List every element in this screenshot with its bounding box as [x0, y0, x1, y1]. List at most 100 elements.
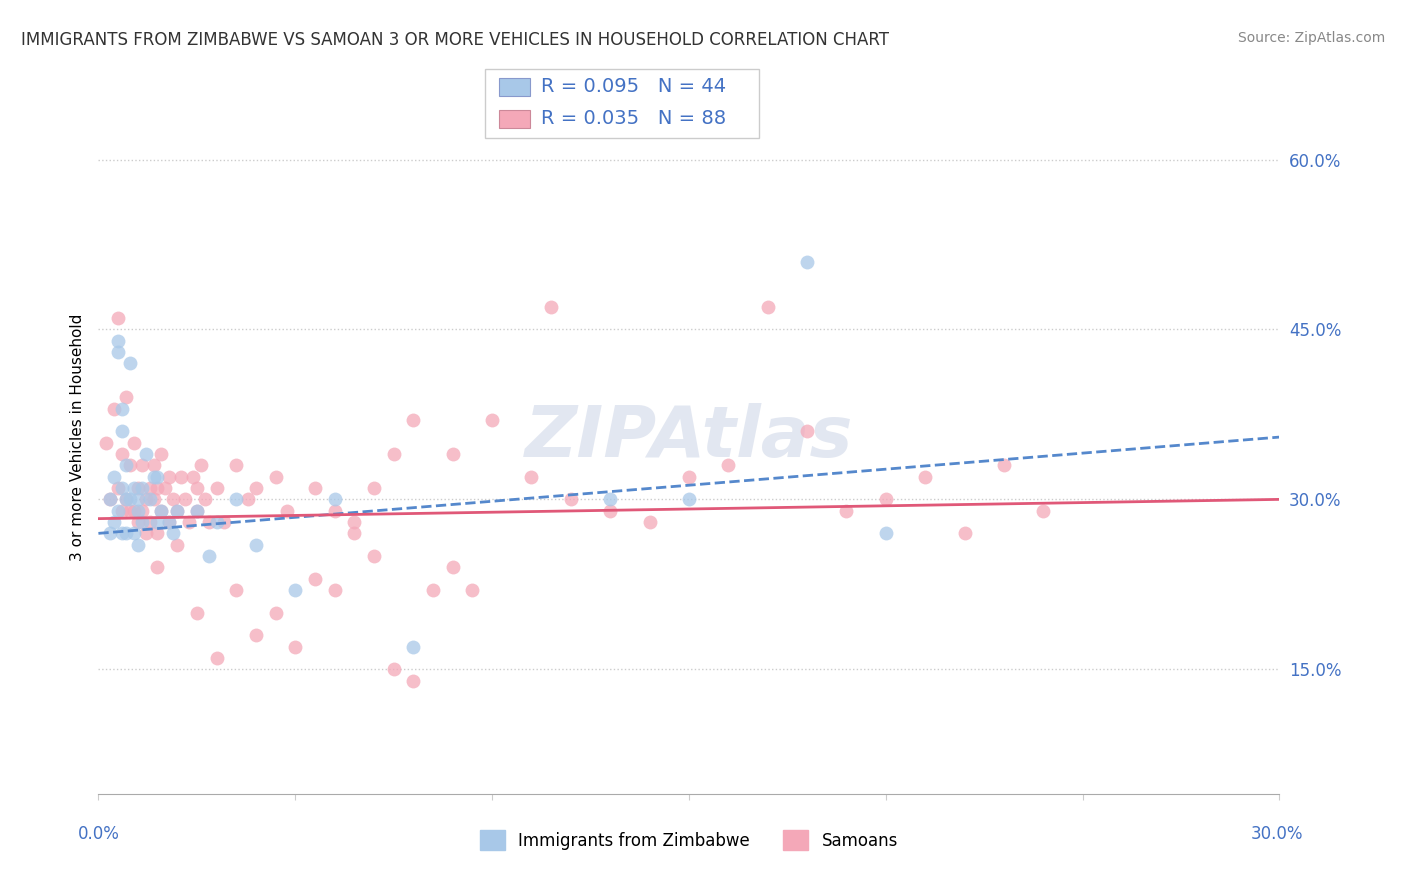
- Point: [197, 515, 219, 529]
- Point: [264, 606, 287, 620]
- Point: [131, 515, 153, 529]
- Point: [115, 492, 138, 507]
- Point: [138, 492, 160, 507]
- Point: [363, 549, 385, 563]
- Point: [276, 504, 298, 518]
- Point: [236, 492, 259, 507]
- Point: [560, 492, 582, 507]
- Y-axis label: 3 or more Vehicles in Household: 3 or more Vehicles in Household: [69, 313, 84, 561]
- Point: [115, 391, 138, 405]
- Legend: Immigrants from Zimbabwe, Samoans: Immigrants from Zimbabwe, Samoans: [474, 823, 904, 857]
- Point: [98, 492, 121, 507]
- Point: [225, 492, 247, 507]
- Point: [186, 481, 208, 495]
- Text: 30.0%: 30.0%: [1250, 825, 1303, 843]
- Point: [150, 447, 173, 461]
- Point: [194, 492, 217, 507]
- Point: [363, 481, 385, 495]
- Point: [135, 447, 157, 461]
- Text: 0.0%: 0.0%: [77, 825, 120, 843]
- Point: [107, 345, 129, 359]
- Point: [186, 504, 208, 518]
- Point: [162, 492, 184, 507]
- Point: [166, 504, 188, 518]
- Point: [122, 435, 145, 450]
- Point: [150, 504, 173, 518]
- Point: [118, 458, 141, 473]
- Text: R = 0.035   N = 88: R = 0.035 N = 88: [541, 109, 727, 128]
- Point: [111, 425, 134, 439]
- Point: [111, 481, 134, 495]
- Point: [875, 492, 897, 507]
- Point: [103, 469, 125, 483]
- Point: [205, 651, 228, 665]
- Point: [142, 469, 165, 483]
- Point: [107, 311, 129, 326]
- Point: [214, 515, 236, 529]
- Point: [205, 481, 228, 495]
- Point: [170, 469, 193, 483]
- Point: [177, 515, 200, 529]
- Point: [135, 526, 157, 541]
- Point: [284, 582, 307, 597]
- Point: [638, 515, 661, 529]
- Point: [914, 469, 936, 483]
- Point: [118, 492, 141, 507]
- Point: [245, 538, 267, 552]
- Point: [98, 526, 121, 541]
- Text: Source: ZipAtlas.com: Source: ZipAtlas.com: [1237, 31, 1385, 45]
- Point: [441, 447, 464, 461]
- Point: [461, 582, 484, 597]
- Point: [181, 469, 204, 483]
- Point: [127, 515, 149, 529]
- Point: [323, 492, 346, 507]
- Point: [1032, 504, 1054, 518]
- Point: [284, 640, 307, 654]
- Point: [186, 504, 208, 518]
- Point: [190, 458, 212, 473]
- Point: [166, 538, 188, 552]
- Point: [205, 515, 228, 529]
- Point: [402, 413, 425, 427]
- Point: [382, 447, 405, 461]
- Point: [186, 606, 208, 620]
- Point: [138, 481, 160, 495]
- Point: [599, 492, 621, 507]
- Point: [115, 492, 138, 507]
- Point: [157, 469, 180, 483]
- Point: [157, 515, 180, 529]
- Point: [138, 515, 160, 529]
- Point: [402, 673, 425, 688]
- Point: [225, 582, 247, 597]
- Point: [343, 526, 366, 541]
- Point: [146, 515, 169, 529]
- Point: [150, 504, 173, 518]
- Point: [323, 504, 346, 518]
- Point: [599, 504, 621, 518]
- Point: [146, 526, 169, 541]
- Point: [197, 549, 219, 563]
- Text: IMMIGRANTS FROM ZIMBABWE VS SAMOAN 3 OR MORE VEHICLES IN HOUSEHOLD CORRELATION C: IMMIGRANTS FROM ZIMBABWE VS SAMOAN 3 OR …: [21, 31, 889, 49]
- Point: [98, 492, 121, 507]
- Point: [111, 504, 134, 518]
- Point: [107, 334, 129, 348]
- Point: [142, 458, 165, 473]
- Point: [520, 469, 543, 483]
- Point: [142, 492, 165, 507]
- Point: [131, 481, 153, 495]
- Point: [717, 458, 740, 473]
- Point: [835, 504, 858, 518]
- Text: R = 0.095   N = 44: R = 0.095 N = 44: [541, 77, 727, 96]
- Point: [111, 401, 134, 416]
- Point: [103, 515, 125, 529]
- Point: [111, 447, 134, 461]
- Point: [540, 300, 562, 314]
- Point: [127, 504, 149, 518]
- Point: [122, 504, 145, 518]
- Point: [382, 662, 405, 676]
- Point: [115, 526, 138, 541]
- Point: [756, 300, 779, 314]
- Point: [993, 458, 1015, 473]
- Text: ZIPAtlas: ZIPAtlas: [524, 402, 853, 472]
- Point: [953, 526, 976, 541]
